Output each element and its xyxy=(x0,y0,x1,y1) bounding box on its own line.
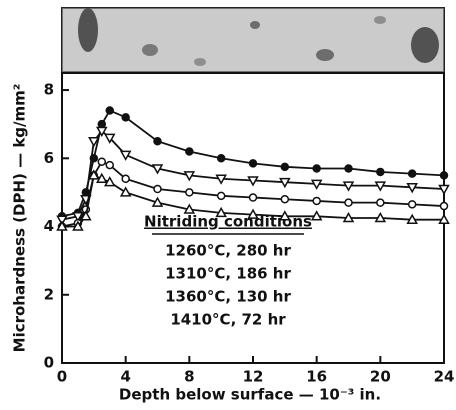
y-tick-label: 6 xyxy=(44,149,54,167)
marker xyxy=(248,159,258,168)
marker xyxy=(406,213,418,224)
marker xyxy=(247,176,259,187)
marker xyxy=(215,206,227,218)
marker xyxy=(376,167,385,177)
legend-entry: 1360°C, 130 hr xyxy=(165,288,291,306)
marker xyxy=(310,210,323,221)
marker xyxy=(183,171,196,182)
marker xyxy=(96,126,108,138)
marker xyxy=(406,183,418,194)
marker xyxy=(88,136,100,148)
marker xyxy=(312,164,321,173)
marker xyxy=(105,106,114,115)
y-tick-label: 4 xyxy=(44,217,54,235)
marker xyxy=(183,203,196,214)
marker xyxy=(248,193,258,202)
marker xyxy=(216,191,226,201)
marker xyxy=(438,213,450,224)
marker xyxy=(344,198,353,207)
marker xyxy=(153,184,162,194)
marker xyxy=(103,133,116,144)
x-tick-label: 4 xyxy=(120,368,130,386)
marker xyxy=(279,210,291,221)
marker xyxy=(119,150,132,161)
series-line xyxy=(61,129,445,221)
marker xyxy=(97,157,107,166)
marker xyxy=(439,171,449,180)
x-tick-label: 24 xyxy=(434,368,455,386)
x-tick-label: 20 xyxy=(370,368,391,386)
marker xyxy=(151,196,164,207)
marker xyxy=(279,177,291,189)
marker xyxy=(121,113,130,122)
marker xyxy=(407,200,417,209)
marker xyxy=(80,210,92,221)
marker xyxy=(344,164,353,173)
marker xyxy=(310,179,323,190)
legend-entry: 1310°C, 186 hr xyxy=(165,265,291,283)
marker xyxy=(97,119,107,129)
marker xyxy=(72,220,84,231)
marker xyxy=(96,172,108,184)
marker xyxy=(439,201,449,211)
marker xyxy=(374,181,387,192)
legend-entry: 1260°C, 280 hr xyxy=(165,242,291,260)
marker xyxy=(312,196,321,206)
marker xyxy=(280,194,290,204)
legend-entry: 1410°C, 72 hr xyxy=(170,311,286,329)
marker xyxy=(438,184,450,196)
marker xyxy=(153,136,162,146)
marker xyxy=(185,147,194,156)
y-axis-label: Microhardness (DPH) — kg/mm² xyxy=(11,84,29,353)
marker xyxy=(215,174,227,185)
y-tick-label: 0 xyxy=(44,354,54,372)
legend-title: Nitriding conditions xyxy=(144,213,312,231)
x-axis-label: Depth below surface — 10⁻³ in. xyxy=(119,386,381,404)
marker xyxy=(376,198,385,207)
marker xyxy=(88,169,100,180)
marker xyxy=(121,174,130,184)
marker xyxy=(247,208,259,219)
marker xyxy=(185,188,194,197)
micrograph xyxy=(61,7,445,73)
marker xyxy=(216,154,226,163)
x-tick-label: 8 xyxy=(184,368,194,386)
marker xyxy=(56,215,68,226)
marker xyxy=(72,212,84,223)
x-tick-label: 12 xyxy=(243,368,264,386)
marker xyxy=(374,211,387,223)
marker xyxy=(105,160,114,170)
marker xyxy=(56,220,68,231)
x-tick-label: 0 xyxy=(57,368,67,386)
y-tick-label: 2 xyxy=(44,285,54,303)
x-tick-label: 16 xyxy=(306,368,327,386)
marker xyxy=(407,169,417,178)
y-tick-label: 8 xyxy=(44,81,54,99)
marker xyxy=(342,211,355,223)
marker xyxy=(119,186,132,197)
marker xyxy=(103,176,116,187)
marker xyxy=(280,162,290,172)
marker xyxy=(151,164,164,175)
marker xyxy=(342,181,355,192)
